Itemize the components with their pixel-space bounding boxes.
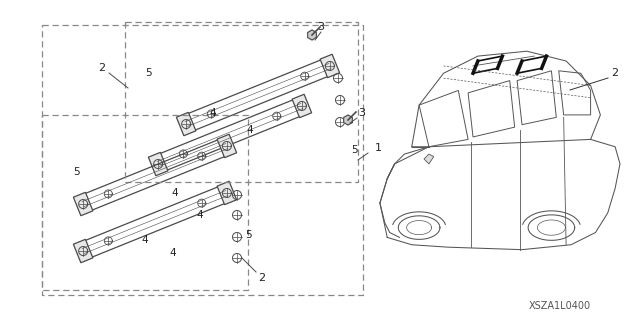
Text: 5: 5 — [244, 230, 252, 240]
Polygon shape — [217, 181, 237, 205]
Text: 4: 4 — [170, 248, 176, 258]
Text: 4: 4 — [196, 210, 204, 220]
Polygon shape — [320, 54, 340, 78]
Text: 4: 4 — [141, 235, 148, 245]
Text: 3: 3 — [317, 22, 324, 32]
Polygon shape — [292, 94, 312, 118]
Polygon shape — [424, 154, 434, 164]
Polygon shape — [74, 239, 93, 263]
Polygon shape — [217, 134, 237, 158]
Text: 2: 2 — [259, 273, 266, 283]
Text: 1: 1 — [374, 143, 381, 153]
Polygon shape — [308, 30, 316, 40]
Polygon shape — [177, 112, 196, 136]
Polygon shape — [344, 115, 353, 125]
Text: XSZA1L0400: XSZA1L0400 — [529, 301, 591, 311]
Polygon shape — [74, 192, 93, 216]
Text: 2: 2 — [611, 68, 619, 78]
Text: 2: 2 — [99, 63, 106, 73]
Text: 5: 5 — [145, 68, 151, 78]
Text: 4: 4 — [210, 108, 216, 118]
Text: 4: 4 — [172, 188, 179, 198]
Text: 4: 4 — [246, 125, 253, 135]
Text: 3: 3 — [358, 108, 365, 118]
Text: 5: 5 — [73, 167, 79, 177]
Text: 5: 5 — [351, 145, 357, 155]
Polygon shape — [148, 152, 168, 176]
